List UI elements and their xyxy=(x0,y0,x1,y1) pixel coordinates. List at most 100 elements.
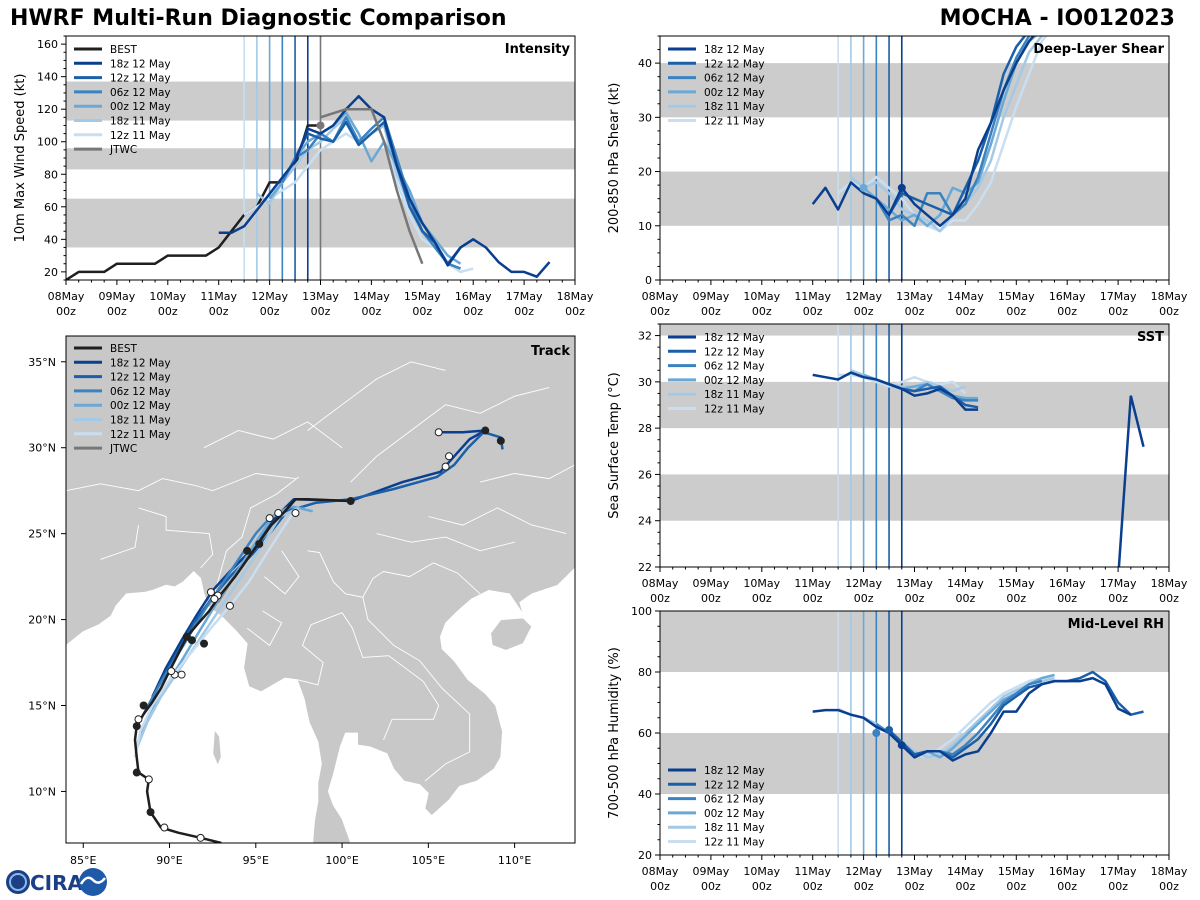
x-tick-sublabel: 00z xyxy=(565,305,585,318)
x-tick-label: 17May xyxy=(506,290,543,303)
legend-label: 18z 12 May xyxy=(110,357,171,369)
x-tick-label: 18May xyxy=(1151,290,1188,303)
land-island xyxy=(0,795,28,862)
track-point-open xyxy=(265,514,274,523)
x-tick-sublabel: 00z xyxy=(854,305,874,318)
legend-label: 12z 12 May xyxy=(110,73,171,85)
series-line-run_18z12 xyxy=(218,94,551,278)
x-tick-label: 18May xyxy=(557,290,594,303)
x-tick-label: 15May xyxy=(998,577,1035,590)
y-tick-label: 10 xyxy=(638,220,652,233)
x-tick-sublabel: 00z xyxy=(158,305,178,318)
x-tick-sublabel: 00z xyxy=(311,305,331,318)
track-point-open xyxy=(160,823,169,832)
track-line-run_18z12 xyxy=(151,429,487,698)
admin-border xyxy=(376,533,515,552)
panel-title: SST xyxy=(1137,330,1164,345)
sst-panel: 22 24 26 28 30 32 08May 00z 09May 00z 10May 00z 11Ma… xyxy=(607,323,1188,605)
track-point-open xyxy=(167,667,176,676)
x-tick-label: 11May xyxy=(794,290,831,303)
x-tick-label: 09May xyxy=(99,290,136,303)
x-tick-label: 16May xyxy=(1049,290,1086,303)
lon-tick-label: 105°E xyxy=(412,854,445,867)
y-tick-label: 160 xyxy=(37,38,58,51)
x-tick-label: 12May xyxy=(845,865,882,878)
x-tick-label: 13May xyxy=(896,577,933,590)
panel-title: Track xyxy=(531,344,570,359)
page-title: HWRF Multi-Run Diagnostic Comparison xyxy=(10,6,507,31)
x-tick-sublabel: 00z xyxy=(1057,305,1077,318)
x-tick-label: 09May xyxy=(693,290,730,303)
y-tick-label: 26 xyxy=(638,468,652,481)
noaa-wave-icon xyxy=(79,876,106,885)
lat-tick-label: 25°N xyxy=(28,528,56,541)
x-tick-sublabel: 00z xyxy=(1108,592,1128,605)
y-tick-label: 40 xyxy=(638,57,652,70)
x-tick-label: 10May xyxy=(743,290,780,303)
y-tick-label: 20 xyxy=(44,266,58,279)
x-tick-sublabel: 00z xyxy=(1006,592,1026,605)
x-tick-label: 17May xyxy=(1100,865,1137,878)
x-tick-label: 11May xyxy=(794,577,831,590)
legend-label: 18z 11 May xyxy=(110,415,171,427)
x-tick-sublabel: 00z xyxy=(752,592,772,605)
track-line-run_12z11 xyxy=(133,508,297,758)
y-axis-label: 10m Max Wind Speed (kt) xyxy=(13,74,28,243)
x-tick-label: 13May xyxy=(302,290,339,303)
legend-label: 00z 12 May xyxy=(704,87,765,99)
shaded-band xyxy=(660,474,1169,521)
x-tick-label: 15May xyxy=(998,865,1035,878)
lon-tick-label: 100°E xyxy=(325,854,358,867)
legend-label: 00z 12 May xyxy=(704,375,765,387)
x-tick-sublabel: 00z xyxy=(905,305,925,318)
x-tick-sublabel: 00z xyxy=(209,305,229,318)
y-tick-label: 60 xyxy=(638,727,652,740)
legend-label: 06z 12 May xyxy=(704,361,765,373)
legend-label: 00z 12 May xyxy=(704,808,765,820)
track-point-open xyxy=(206,588,215,597)
track-point-open xyxy=(134,715,143,724)
land-island xyxy=(489,617,533,652)
x-tick-sublabel: 00z xyxy=(650,305,670,318)
series-line-run_12z12 xyxy=(887,36,1027,217)
legend-label: BEST xyxy=(110,44,138,56)
legend-label: 06z 12 May xyxy=(704,794,765,806)
legend-label: 12z 11 May xyxy=(704,837,765,849)
y-tick-label: 80 xyxy=(638,666,652,679)
shaded-band xyxy=(660,324,1169,336)
x-tick-sublabel: 00z xyxy=(1057,880,1077,893)
noaa-logo-icon xyxy=(79,868,107,896)
x-tick-sublabel: 00z xyxy=(905,592,925,605)
track-point-filled xyxy=(132,768,141,777)
lon-tick-label: 95°E xyxy=(243,854,269,867)
series-dot-JTWC xyxy=(316,121,325,130)
y-axis-label: 200-850 hPa Shear (kt) xyxy=(607,83,622,234)
x-tick-sublabel: 00z xyxy=(56,305,76,318)
track-point-open xyxy=(445,452,454,461)
y-tick-label: 20 xyxy=(638,166,652,179)
x-tick-label: 16May xyxy=(455,290,492,303)
x-tick-sublabel: 00z xyxy=(463,305,483,318)
intensity-panel: 20 40 60 80 100 120 140 160 08May 00z 09May 00z 10Ma… xyxy=(13,35,594,318)
x-tick-label: 12May xyxy=(251,290,288,303)
x-tick-label: 12May xyxy=(845,577,882,590)
x-tick-label: 14May xyxy=(353,290,390,303)
x-tick-sublabel: 00z xyxy=(1057,592,1077,605)
legend-label: 00z 12 May xyxy=(110,101,171,113)
y-tick-label: 140 xyxy=(37,71,58,84)
legend-label: 06z 12 May xyxy=(704,73,765,85)
shaded-band xyxy=(660,611,1169,672)
track-point-open xyxy=(434,428,443,437)
admin-border xyxy=(203,421,343,449)
lat-tick-label: 30°N xyxy=(28,442,56,455)
track-point-open xyxy=(225,601,234,610)
track-point-filled xyxy=(496,436,505,445)
x-tick-sublabel: 00z xyxy=(752,305,772,318)
admin-border xyxy=(246,610,283,647)
track-point-filled xyxy=(200,639,209,648)
x-tick-label: 10May xyxy=(743,865,780,878)
x-tick-label: 08May xyxy=(642,865,679,878)
cira-logo-globe-ring-icon xyxy=(9,873,27,891)
